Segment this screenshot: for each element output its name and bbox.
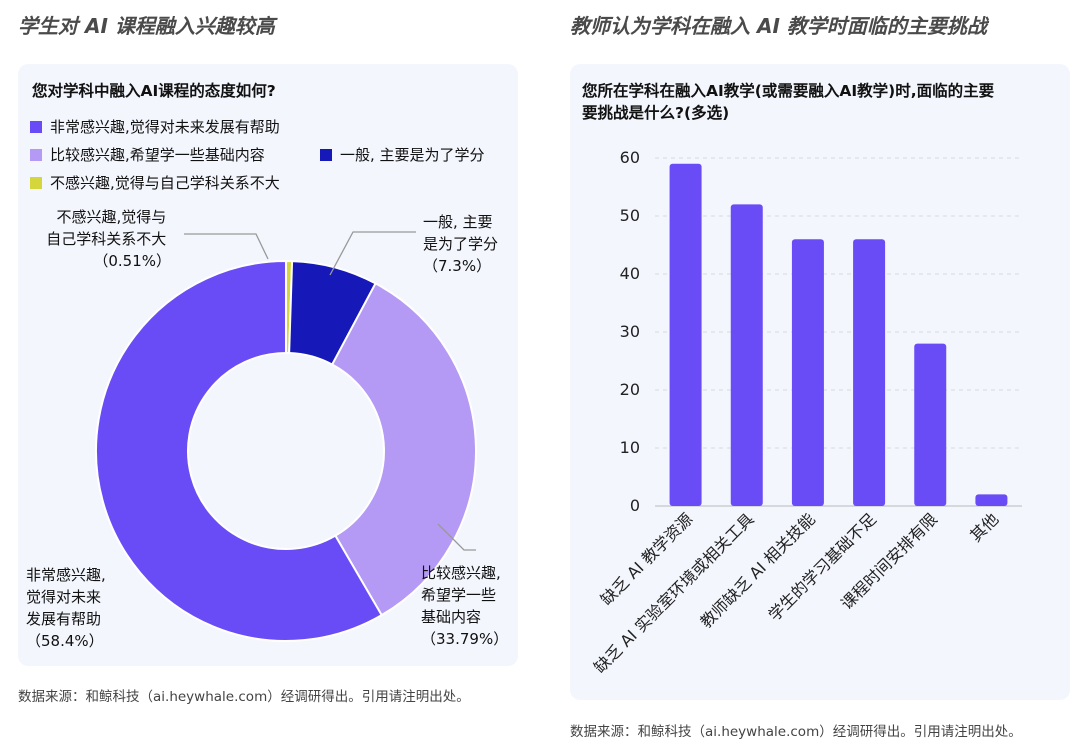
bar	[975, 494, 1008, 506]
right-section-title: 教师认为学科在融入 AI 教学时面临的主要挑战	[570, 14, 987, 38]
bar-question-line1: 您所在学科在融入AI教学(或需要融入AI教学)时,面临的主要	[582, 82, 995, 100]
slice-label-line: （58.4%）	[26, 632, 104, 650]
bar-question-line2: 要挑战是什么?(多选)	[582, 104, 730, 122]
x-tick-label: 学生的学习基础不足	[765, 509, 880, 624]
legend-swatch	[30, 176, 42, 189]
slice-label-neutral: 一般, 主要 是为了学分 （7.3%）	[423, 213, 503, 275]
slice-label-line: （0.51%）	[93, 252, 171, 270]
slice-label-line: 非常感兴趣,	[26, 566, 106, 584]
legend-swatch	[30, 148, 42, 161]
slice-label-line: 一般, 主要	[423, 213, 493, 231]
bar	[669, 163, 702, 507]
legend-item-very-interested: 非常感兴趣,觉得对未来发展有帮助	[30, 116, 280, 137]
right-source-note: 数据来源：和鲸科技（ai.heywhale.com）经调研得出。引用请注明出处。	[570, 724, 1022, 740]
slice-label-line: 基础内容	[421, 608, 481, 626]
y-tick-label: 50	[620, 206, 640, 225]
legend-label: 一般, 主要是为了学分	[340, 146, 485, 164]
left-source-note: 数据来源：和鲸科技（ai.heywhale.com）经调研得出。引用请注明出处。	[18, 689, 470, 705]
legend-item-neutral: 一般, 主要是为了学分	[320, 144, 485, 165]
slice-label-line: （33.79%）	[421, 630, 508, 648]
x-tick-label: 教师缺乏 AI 相关技能	[697, 509, 819, 631]
bar	[914, 343, 947, 506]
slice-label-very-interested: 非常感兴趣, 觉得对未来 发展有帮助 （58.4%）	[26, 566, 111, 650]
slice-label-line: 不感兴趣,觉得与	[56, 208, 166, 226]
y-tick-label: 30	[620, 322, 640, 341]
donut-card: 您对学科中融入AI课程的态度如何? 非常感兴趣,觉得对未来发展有帮助 比较感兴趣…	[18, 64, 518, 666]
slice-label-line: 觉得对未来	[26, 588, 101, 606]
slice-very-interested	[95, 259, 384, 642]
slice-label-line: 是为了学分	[423, 235, 498, 253]
bar	[853, 239, 886, 506]
y-tick-label: 40	[620, 264, 640, 283]
y-tick-label: 10	[620, 438, 640, 457]
slice-label-line: 比较感兴趣,	[421, 564, 501, 582]
y-tick-label: 20	[620, 380, 640, 399]
left-section-title: 学生对 AI 课程融入兴趣较高	[18, 14, 275, 38]
legend-label: 比较感兴趣,希望学一些基础内容	[50, 146, 265, 164]
legend-label: 非常感兴趣,觉得对未来发展有帮助	[50, 118, 280, 136]
legend-swatch	[30, 120, 42, 133]
slice-label-line: （7.3%）	[423, 257, 491, 275]
y-tick-label: 0	[630, 496, 640, 515]
slice-label-line: 发展有帮助	[26, 610, 101, 628]
donut-question: 您对学科中融入AI课程的态度如何?	[32, 82, 276, 100]
legend-swatch	[320, 148, 332, 161]
bar	[730, 204, 763, 506]
slice-label-line: 希望学一些	[421, 586, 496, 604]
legend-item-somewhat-interested: 比较感兴趣,希望学一些基础内容	[30, 144, 265, 165]
bar	[791, 239, 824, 506]
x-tick-label: 其他	[966, 509, 1002, 545]
slice-somewhat-interested	[330, 282, 477, 617]
y-tick-label: 60	[620, 148, 640, 167]
slice-label-line: 自己学科关系不大	[46, 230, 166, 248]
legend-item-not-interested: 不感兴趣,觉得与自己学科关系不大	[30, 172, 280, 193]
slice-label-somewhat-interested: 比较感兴趣, 希望学一些 基础内容 （33.79%）	[421, 564, 508, 648]
slice-label-not-interested: 不感兴趣,觉得与 自己学科关系不大 （0.51%）	[46, 208, 171, 270]
legend-label: 不感兴趣,觉得与自己学科关系不大	[50, 174, 280, 192]
donut-chart: 不感兴趣,觉得与 自己学科关系不大 （0.51%） 一般, 主要 是为了学分 （…	[26, 208, 508, 650]
bar-question: 您所在学科在融入AI教学(或需要融入AI教学)时,面临的主要 要挑战是什么?(多…	[582, 80, 1062, 124]
bar-card: 您所在学科在融入AI教学(或需要融入AI教学)时,面临的主要 要挑战是什么?(多…	[570, 64, 1070, 700]
